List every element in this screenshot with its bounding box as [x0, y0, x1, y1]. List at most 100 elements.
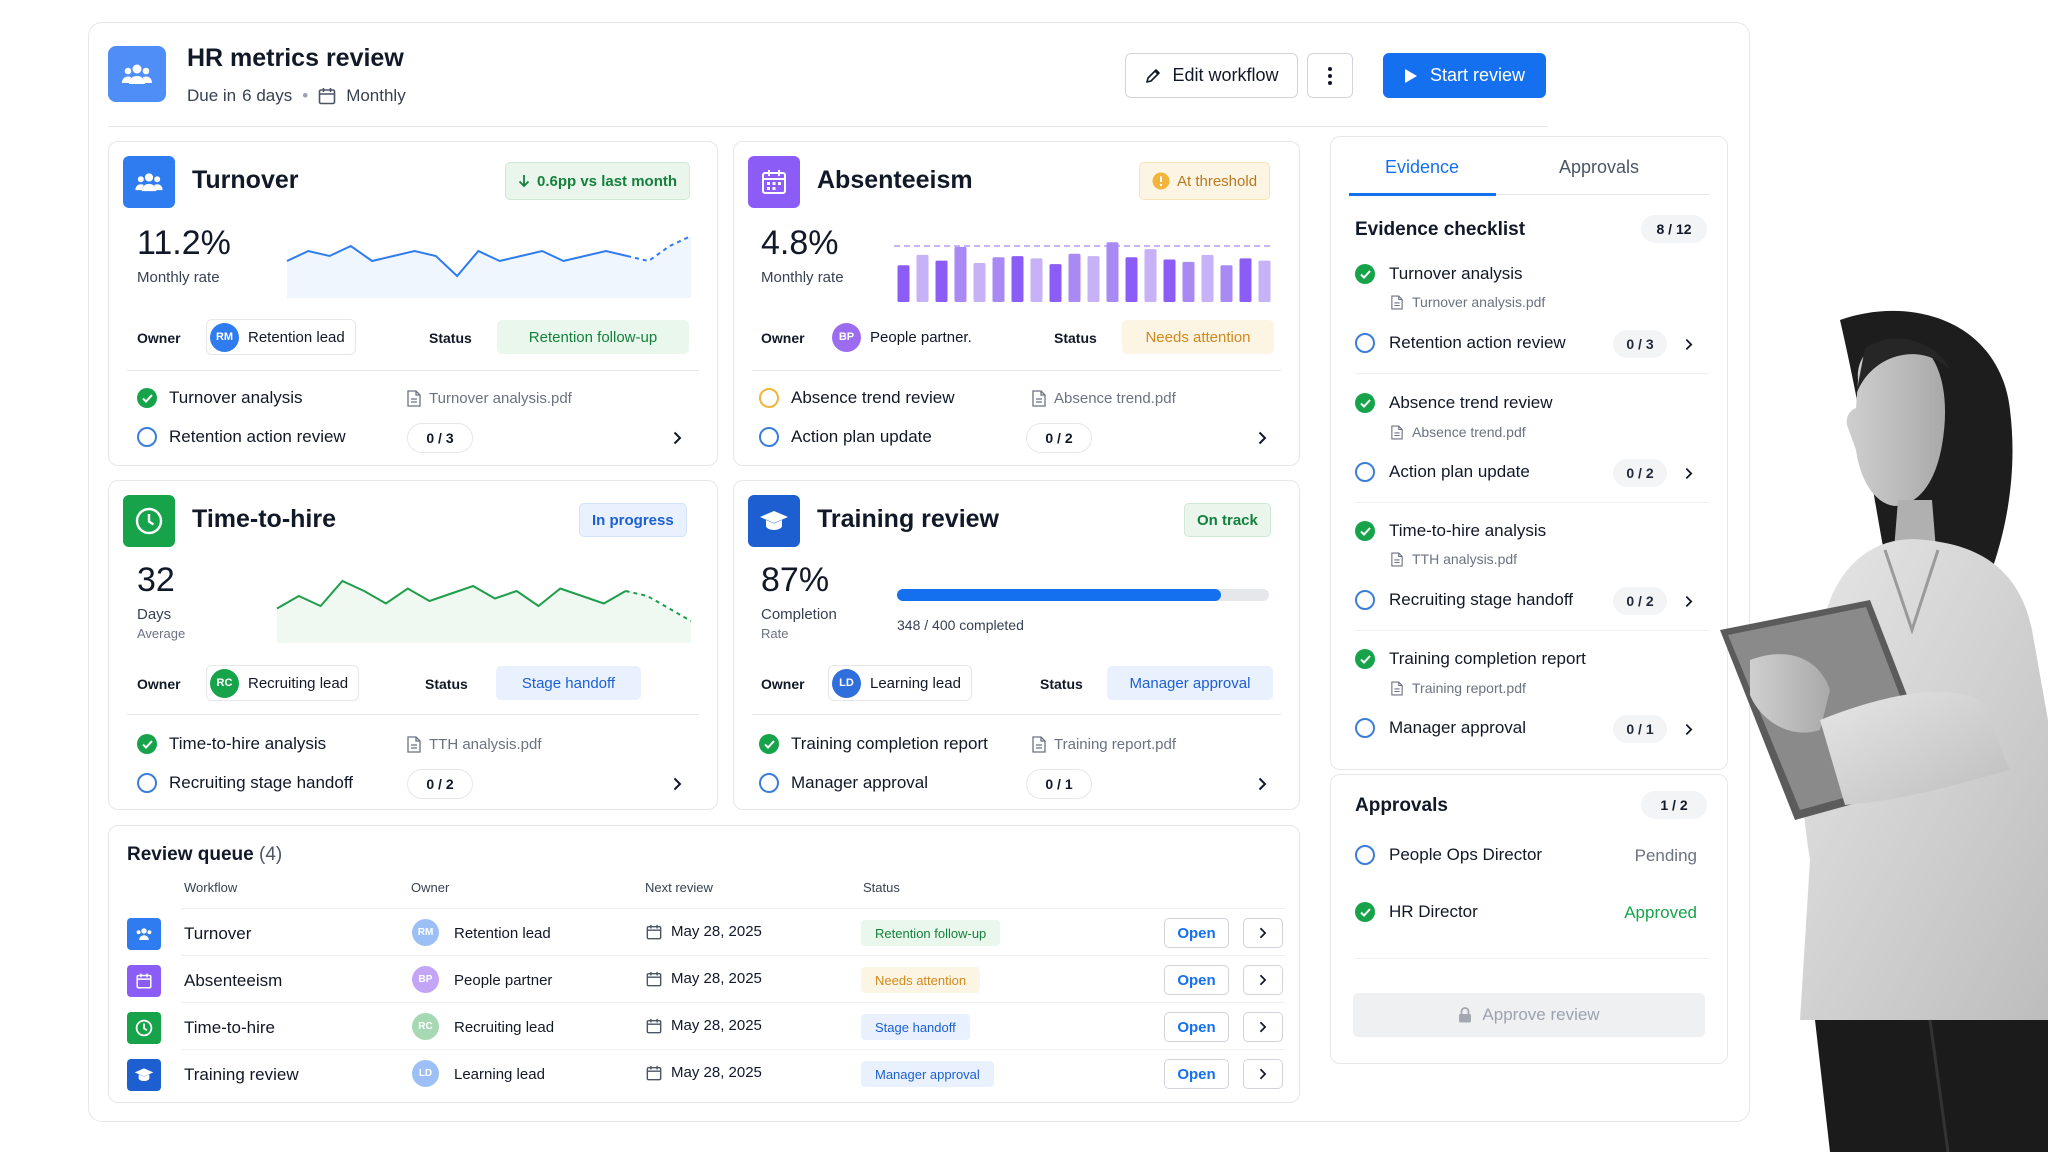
owner-chip[interactable]: BP People partner. [828, 319, 983, 355]
chevron-right-icon[interactable] [1679, 334, 1699, 354]
metric-caption: Monthly rate [137, 269, 220, 286]
checklist-item[interactable]: Recruiting stage handoff [137, 773, 353, 793]
checklist-item-label: Turnover analysis [169, 388, 303, 407]
evidence-file[interactable]: Training report.pdf [1391, 680, 1526, 696]
graduation-cap-icon [748, 495, 800, 547]
table-row[interactable]: Turnover RM Retention lead May 28, 2025 … [109, 908, 1299, 955]
calendar-icon [748, 156, 800, 208]
absence-bar [1068, 253, 1081, 302]
open-button[interactable]: Open [1164, 1012, 1229, 1042]
open-button[interactable]: Open [1164, 1059, 1229, 1089]
checklist-item-label: Time-to-hire analysis [169, 734, 327, 753]
tab-evidence[interactable]: Evidence [1385, 157, 1460, 177]
checklist-item-label: Training completion report [791, 734, 988, 753]
trend-badge: 0.6pp vs last month [505, 162, 691, 200]
sparkline-line [276, 579, 627, 610]
chevron-right-icon[interactable] [667, 774, 687, 794]
metric-caption-sub: Rate [761, 626, 789, 641]
owner-name: Recruiting lead [454, 1019, 555, 1036]
open-button[interactable]: Open [1164, 918, 1229, 948]
file-attachment[interactable]: TTH analysis.pdf [407, 736, 542, 753]
checklist-item[interactable]: Action plan update [759, 427, 932, 447]
workflow-name: Time-to-hire [184, 1018, 275, 1037]
file-attachment[interactable]: Absence trend.pdf [1032, 390, 1176, 407]
checklist-item[interactable]: Time-to-hire analysis [137, 734, 326, 754]
header-divider [108, 126, 1548, 127]
owner-name: Retention lead [454, 925, 551, 942]
open-button[interactable]: Open [1164, 965, 1229, 995]
evidence-item[interactable]: Action plan update [1355, 462, 1530, 482]
start-review-button[interactable]: Start review [1383, 53, 1546, 98]
chevron-right-icon[interactable] [1679, 591, 1699, 611]
checklist-item[interactable]: Manager approval [759, 773, 928, 793]
approve-review-label: Approve review [1482, 1005, 1600, 1024]
checklist-item[interactable]: Retention action review [137, 427, 346, 447]
divider [752, 370, 1281, 371]
owner-chip[interactable]: LD Learning lead [828, 665, 972, 701]
evidence-item[interactable]: Time-to-hire analysis [1355, 521, 1546, 541]
card-title: Time-to-hire [192, 505, 336, 533]
checklist-item[interactable]: Turnover analysis [137, 388, 303, 408]
evidence-file[interactable]: Absence trend.pdf [1391, 424, 1526, 440]
chevron-right-icon[interactable] [1252, 428, 1272, 448]
check-open-icon [1355, 718, 1375, 738]
edit-workflow-button[interactable]: Edit workflow [1125, 53, 1298, 98]
evidence-label: Retention action review [1389, 333, 1566, 352]
row-chevron-button[interactable] [1243, 965, 1283, 995]
cadence: Monthly [346, 86, 406, 105]
owner-chip[interactable]: RC Recruiting lead [206, 665, 360, 701]
approver-row: HR Director [1355, 902, 1478, 922]
calendar-icon [646, 1018, 662, 1033]
tab-approvals[interactable]: Approvals [1559, 157, 1640, 177]
checklist-item[interactable]: Absence trend review [759, 388, 954, 408]
sparkline-area [287, 236, 691, 298]
evidence-label: Recruiting stage handoff [1389, 590, 1573, 609]
absence-bar [1163, 259, 1176, 302]
checklist-item-label: Retention action review [169, 427, 346, 446]
row-chevron-button[interactable] [1243, 1059, 1283, 1089]
table-row[interactable]: Time-to-hire RC Recruiting lead May 28, … [109, 1002, 1299, 1049]
start-review-label: Start review [1429, 65, 1526, 85]
absence-bar [1201, 254, 1214, 302]
check-open-icon [759, 427, 779, 447]
evidence-count: 0 / 1 [1613, 715, 1667, 743]
chevron-right-icon[interactable] [1679, 463, 1699, 483]
training-card: Training review On track 87% Completion … [733, 480, 1300, 810]
approvals-title: Approvals [1355, 795, 1448, 816]
evidence-item[interactable]: Turnover analysis [1355, 264, 1523, 284]
chevron-right-icon[interactable] [1679, 719, 1699, 739]
evidence-item[interactable]: Training completion report [1355, 649, 1586, 669]
column-header: Owner [411, 880, 450, 895]
evidence-file[interactable]: Turnover analysis.pdf [1391, 294, 1545, 310]
column-header: Next review [645, 880, 713, 895]
table-row[interactable]: Absenteeism BP People partner May 28, 20… [109, 955, 1299, 1002]
card-title: Turnover [192, 166, 299, 194]
metric-value: 87% [761, 561, 830, 599]
chevron-right-icon[interactable] [1252, 774, 1272, 794]
checklist-count: 8 / 12 [1641, 215, 1707, 243]
checklist-item-label: Action plan update [791, 427, 932, 446]
chevron-right-icon[interactable] [667, 428, 687, 448]
file-attachment[interactable]: Turnover analysis.pdf [407, 390, 572, 407]
approve-review-button[interactable]: Approve review [1353, 993, 1705, 1037]
absence-bar [897, 265, 910, 302]
row-chevron-button[interactable] [1243, 918, 1283, 948]
row-chevron-button[interactable] [1243, 1012, 1283, 1042]
lock-icon [1459, 1007, 1472, 1023]
absence-bar [992, 257, 1005, 302]
owner-chip[interactable]: RM Retention lead [206, 319, 356, 355]
evidence-item[interactable]: Retention action review [1355, 333, 1566, 353]
owner-name: People partner [454, 972, 553, 989]
separator-dot: • [302, 86, 309, 105]
checklist-item[interactable]: Training completion report [759, 734, 988, 754]
evidence-item[interactable]: Recruiting stage handoff [1355, 590, 1573, 610]
table-row[interactable]: Training review LD Learning lead May 28,… [109, 1049, 1299, 1096]
evidence-item[interactable]: Manager approval [1355, 718, 1526, 738]
file-icon [1032, 390, 1046, 407]
divider [1355, 502, 1709, 503]
progress-count: 0 / 2 [407, 769, 473, 799]
more-options-button[interactable] [1307, 53, 1353, 98]
evidence-file[interactable]: TTH analysis.pdf [1391, 551, 1517, 567]
file-attachment[interactable]: Training report.pdf [1032, 736, 1176, 753]
evidence-item[interactable]: Absence trend review [1355, 393, 1552, 413]
